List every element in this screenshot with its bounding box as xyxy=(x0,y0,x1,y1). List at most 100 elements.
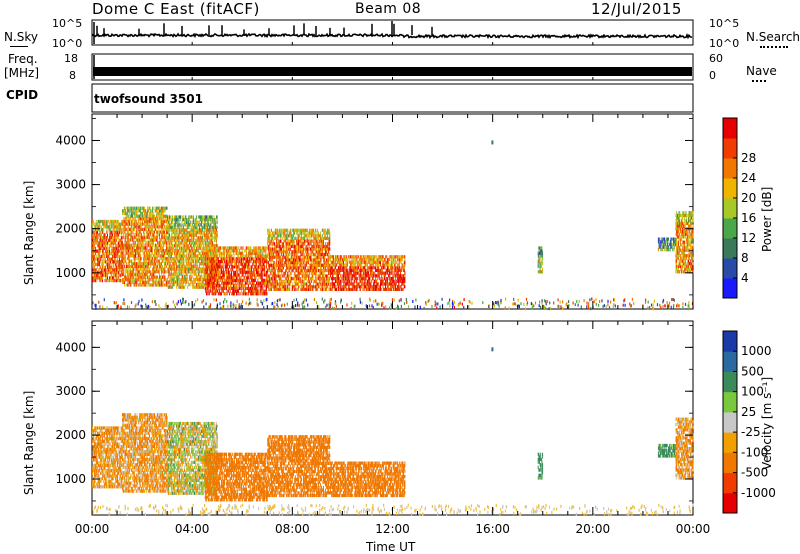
power-cell xyxy=(115,257,117,261)
power-cell xyxy=(135,222,137,226)
power-cell xyxy=(123,256,125,261)
power-cell xyxy=(130,270,132,274)
power-cell xyxy=(121,254,123,258)
power-cell xyxy=(97,219,99,224)
power-cell xyxy=(133,267,135,271)
power-cell xyxy=(124,211,126,216)
power-cell xyxy=(110,257,112,261)
power-cell xyxy=(125,217,127,221)
power-cell xyxy=(137,249,139,253)
power-cell xyxy=(175,262,177,266)
power-cell xyxy=(104,222,106,226)
power-cell xyxy=(126,249,128,253)
power-cell xyxy=(115,265,117,269)
power-cell xyxy=(134,225,136,229)
power-cell xyxy=(117,236,119,240)
power-cell xyxy=(139,283,141,287)
power-cell xyxy=(127,251,129,255)
power-cell xyxy=(113,254,115,258)
power-cell xyxy=(145,214,147,218)
power-cell xyxy=(110,244,112,248)
power-cell xyxy=(99,219,101,224)
power-cell xyxy=(99,222,101,226)
power-cell xyxy=(106,252,108,256)
power-cell xyxy=(149,256,151,261)
power-cell xyxy=(145,214,147,218)
chart-title: Dome C East (fitACF) xyxy=(92,0,260,18)
power-cell xyxy=(115,270,117,275)
power-cell xyxy=(147,230,149,234)
power-cell xyxy=(102,257,104,261)
power-cell xyxy=(119,246,121,250)
power-cell xyxy=(117,252,118,256)
power-cell xyxy=(142,270,144,274)
power-cell xyxy=(130,251,132,255)
power-cell xyxy=(190,225,192,229)
power-cell xyxy=(131,230,133,234)
power-cell xyxy=(118,260,120,264)
power-cell xyxy=(103,241,105,245)
power-cell xyxy=(100,276,102,280)
power-cell xyxy=(135,209,137,213)
power-cell xyxy=(142,280,144,284)
power-cell xyxy=(145,249,147,253)
power-cell xyxy=(147,267,149,271)
power-cell xyxy=(143,267,145,271)
power-cell xyxy=(108,262,110,267)
power-cell xyxy=(154,267,156,271)
power-cell xyxy=(141,222,143,226)
power-cell xyxy=(145,272,147,276)
power-cell xyxy=(113,273,115,277)
power-cell xyxy=(149,267,150,271)
power-cell xyxy=(128,241,130,245)
power-cell xyxy=(225,292,227,296)
power-cell xyxy=(128,222,130,226)
power-cell xyxy=(145,241,147,245)
power-cell xyxy=(107,252,109,256)
power-cell xyxy=(146,243,148,247)
power-cell xyxy=(166,206,168,210)
power-cell xyxy=(110,233,112,237)
power-cell xyxy=(127,256,129,261)
power-cell xyxy=(145,280,147,284)
power-cell xyxy=(97,260,99,264)
power-cell xyxy=(111,252,113,256)
power-cell xyxy=(92,246,93,250)
power-cell xyxy=(138,275,140,279)
power-cell xyxy=(140,222,142,226)
power-cell xyxy=(127,246,129,250)
power-cell xyxy=(125,283,127,287)
power-cell xyxy=(117,279,119,283)
power-cell xyxy=(153,264,155,269)
power-cell xyxy=(149,233,150,237)
power-cell xyxy=(139,267,141,271)
power-cell xyxy=(144,219,145,224)
power-cell xyxy=(120,236,122,240)
power-cell xyxy=(115,230,117,234)
power-cell xyxy=(142,222,144,226)
power-cell xyxy=(125,211,127,216)
power-cell xyxy=(133,283,135,287)
power-cell xyxy=(121,252,123,256)
power-cell xyxy=(125,262,127,266)
power-cell xyxy=(97,273,98,277)
power-cell xyxy=(125,225,127,229)
power-cell xyxy=(103,260,105,264)
power-cell xyxy=(256,246,258,250)
power-cell xyxy=(165,270,167,274)
power-cell xyxy=(105,265,107,269)
power-cell xyxy=(147,214,149,218)
power-cell xyxy=(229,265,231,269)
power-cell xyxy=(145,246,147,250)
power-cell xyxy=(106,254,108,258)
power-cell xyxy=(122,211,124,216)
power-cell xyxy=(126,222,128,226)
power-cell xyxy=(149,254,150,258)
power-cell xyxy=(127,243,129,247)
power-cell xyxy=(100,273,102,277)
power-cell xyxy=(130,209,132,213)
power-cell xyxy=(93,254,95,258)
power-cell xyxy=(103,252,105,256)
power-cell xyxy=(180,215,182,219)
power-cell xyxy=(98,238,100,242)
